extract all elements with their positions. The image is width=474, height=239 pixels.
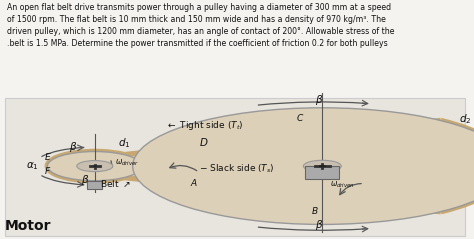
Bar [87,181,102,189]
Text: $\beta$: $\beta$ [81,173,89,187]
Text: Belt $\nearrow$: Belt $\nearrow$ [100,179,130,189]
Bar [305,166,339,179]
Circle shape [47,152,142,181]
Text: $\beta$: $\beta$ [315,218,323,232]
Text: $\beta$: $\beta$ [315,93,323,107]
FancyBboxPatch shape [5,98,465,236]
Text: Motor: Motor [5,219,51,233]
Text: $F$: $F$ [44,165,51,176]
Text: $\alpha_1$: $\alpha_1$ [26,160,39,172]
Text: An open flat belt drive transmits power through a pulley having a diameter of 30: An open flat belt drive transmits power … [7,3,395,48]
Text: $-$ Slack side $(T_s)$: $-$ Slack side $(T_s)$ [199,162,275,175]
Text: $d_2$: $d_2$ [459,112,471,126]
Circle shape [303,160,341,172]
Text: $B$: $B$ [311,205,319,216]
Text: $\beta$: $\beta$ [69,140,78,154]
Circle shape [133,108,474,224]
Text: $d_1$: $d_1$ [118,136,131,150]
Circle shape [92,165,97,167]
Text: $D$: $D$ [199,136,209,148]
Circle shape [77,161,113,172]
Text: $\leftarrow$ Tight side $(T_t)$: $\leftarrow$ Tight side $(T_t)$ [166,119,243,132]
Text: $\omega_{driven}$: $\omega_{driven}$ [330,179,355,190]
Text: $\omega_{driver}$: $\omega_{driver}$ [115,158,139,168]
Text: $E$: $E$ [44,151,51,162]
Text: $A$: $A$ [190,177,198,188]
Circle shape [319,165,326,167]
Text: $C$: $C$ [296,112,304,123]
